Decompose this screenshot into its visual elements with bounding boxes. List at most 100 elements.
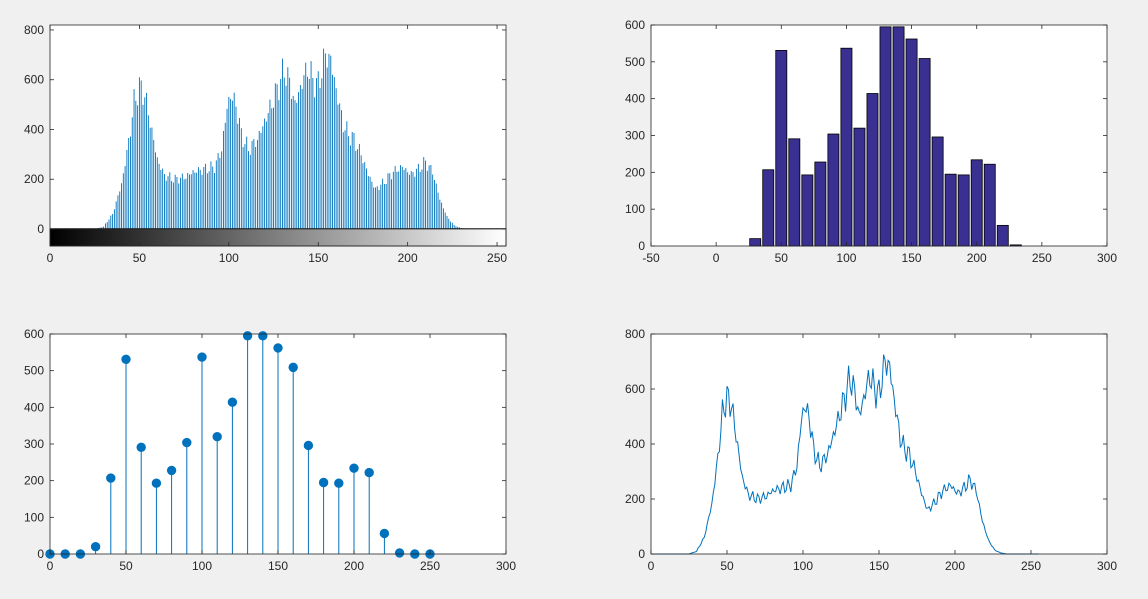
grayscale-colorbar — [49, 228, 507, 247]
bar — [892, 26, 905, 247]
x-tick-label: 300 — [1097, 559, 1117, 573]
x-tick-label: 300 — [496, 559, 516, 573]
x-tick-label: 50 — [133, 251, 147, 265]
bar — [840, 47, 853, 247]
y-tick-label: 600 — [625, 18, 645, 32]
stem-marker — [197, 352, 207, 362]
x-tick-label: 100 — [836, 251, 856, 265]
stem-marker — [258, 331, 268, 341]
x-tick-label: 100 — [192, 559, 212, 573]
x-tick-label: 150 — [869, 559, 889, 573]
stem-marker — [227, 397, 238, 407]
y-tick-label: 300 — [625, 129, 645, 143]
stem-marker — [334, 478, 344, 488]
stem-marker — [364, 467, 374, 478]
x-tick-label: 200 — [398, 251, 418, 265]
y-tick-label: 100 — [625, 202, 645, 216]
y-tick-label: 600 — [24, 73, 44, 87]
subplot-4: 0 50 100 150 200 250 300 0 200 400 600 800 — [625, 327, 1117, 573]
y-tick-label: 200 — [625, 165, 645, 179]
y-tick-label: 500 — [24, 364, 44, 378]
x-tick-label: 50 — [775, 251, 789, 265]
y-tick-label: 300 — [24, 437, 44, 451]
y-tick-label: 400 — [625, 437, 645, 451]
bar — [749, 238, 762, 247]
y-tick-label: 0 — [638, 239, 645, 253]
x-tick-label: 50 — [119, 559, 133, 573]
y-tick-label: 0 — [37, 222, 44, 236]
bar — [957, 174, 970, 247]
bar — [983, 163, 996, 247]
bar — [996, 224, 1009, 247]
bar — [801, 174, 814, 247]
stem-marker — [182, 437, 192, 448]
y-tick-label: 600 — [625, 382, 645, 396]
stem-marker — [379, 528, 390, 539]
y-tick-label: 200 — [625, 492, 645, 506]
x-tick-label: 50 — [720, 559, 734, 573]
axes-background — [651, 334, 1107, 554]
y-tick-label: 400 — [625, 92, 645, 106]
bar — [775, 50, 788, 247]
stem-marker — [273, 343, 283, 353]
x-tick-label: 200 — [344, 559, 364, 573]
axes-background — [651, 25, 1107, 246]
bar — [931, 136, 944, 247]
y-tick-label: 600 — [24, 327, 44, 341]
x-tick-label: 250 — [1021, 559, 1041, 573]
axes-box — [49, 24, 507, 247]
bar — [762, 169, 775, 247]
stem-marker — [121, 354, 131, 364]
stem-marker — [151, 478, 162, 488]
x-tick-label: 300 — [1097, 251, 1117, 265]
y-tick-label: 400 — [24, 122, 44, 136]
x-tick-label: 250 — [487, 251, 507, 265]
series-line — [651, 354, 1039, 555]
stem-marker — [288, 362, 298, 373]
bar — [788, 138, 801, 247]
axes-background — [50, 25, 506, 246]
subplot-1: 0 50 100 150 200 250 0 200 400 600 800 — [24, 23, 507, 265]
subplot-3: 0 50 100 150 200 250 300 0 100 200 300 400 500 600 — [24, 327, 516, 573]
y-tick-label: 800 — [24, 23, 44, 37]
x-tick-label: 0 — [648, 559, 655, 573]
bar — [827, 133, 840, 247]
stem-marker — [303, 440, 314, 451]
stem-marker — [136, 442, 146, 452]
y-tick-label: 500 — [625, 55, 645, 69]
bar — [918, 58, 931, 247]
y-tick-label: 100 — [24, 510, 44, 524]
x-tick-label: 0 — [47, 559, 54, 573]
y-tick-label: 200 — [24, 172, 44, 186]
stem-marker — [394, 548, 405, 558]
x-tick-label: 150 — [268, 559, 288, 573]
stem-marker — [349, 463, 359, 473]
stem-marker — [242, 331, 253, 341]
bar — [970, 159, 983, 247]
y-tick-label: 400 — [24, 400, 44, 414]
y-tick-label: 0 — [638, 547, 645, 561]
bar — [905, 38, 918, 247]
x-tick-label: 200 — [945, 559, 965, 573]
x-tick-label: 250 — [420, 559, 440, 573]
x-tick-label: 200 — [967, 251, 987, 265]
x-tick-label: 100 — [219, 251, 239, 265]
x-tick-label: 150 — [308, 251, 328, 265]
y-tick-label: 0 — [37, 547, 44, 561]
x-tick-label: 0 — [47, 251, 54, 265]
x-tick-label: 0 — [713, 251, 720, 265]
stem-marker — [212, 431, 222, 442]
stem-marker — [318, 477, 329, 488]
bar — [866, 93, 879, 247]
y-tick-label: 200 — [24, 474, 44, 488]
stem-marker — [106, 473, 116, 483]
bar — [853, 127, 866, 247]
x-tick-label: 250 — [1032, 251, 1052, 265]
stem-marker — [166, 465, 177, 476]
y-tick-label: 800 — [625, 327, 645, 341]
x-tick-label: 150 — [902, 251, 922, 265]
x-tick-label: 100 — [793, 559, 813, 573]
bar — [814, 161, 827, 247]
